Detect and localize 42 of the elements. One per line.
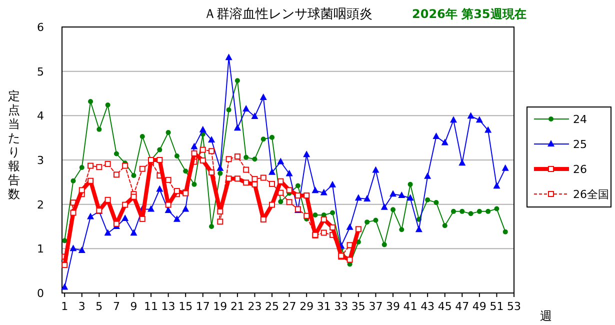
x-tick-label: 21	[230, 300, 244, 313]
x-tick-label: 11	[144, 300, 158, 313]
legend-label: 24	[573, 113, 587, 126]
x-tick-label: 33	[334, 300, 348, 313]
x-tick-label: 25	[265, 300, 280, 313]
legend-label: 25	[573, 138, 587, 151]
x-tick-label: 7	[112, 300, 120, 313]
legend-label: 26全国	[573, 188, 609, 201]
y-axis-title: 定点当たり報告数	[8, 89, 20, 201]
y-tick-label: 5	[37, 65, 44, 78]
x-tick-label: 31	[316, 300, 331, 313]
y-tick-label: 6	[37, 21, 44, 34]
x-tick-label: 13	[161, 300, 176, 313]
x-tick-label: 49	[472, 300, 486, 313]
x-tick-label: 5	[96, 300, 103, 313]
x-axis-title: 週	[540, 309, 552, 323]
x-tick-label: 23	[248, 300, 262, 313]
x-tick-label: 15	[178, 300, 193, 313]
y-tick-label: 3	[37, 154, 44, 167]
x-tick-label: 37	[368, 300, 383, 313]
y-tick-label: 1	[37, 242, 44, 256]
x-tick-label: 27	[282, 300, 296, 313]
chart-title: Ａ群溶血性レンサ球菌咽頭炎	[204, 6, 372, 22]
x-tick-label: 29	[300, 300, 314, 313]
x-tick-label: 39	[386, 300, 400, 313]
x-tick-label: 17	[196, 300, 210, 313]
chart-subtitle: 2026年 第35週現在	[412, 7, 526, 21]
x-tick-label: 51	[490, 300, 504, 313]
x-tick-label: 45	[438, 300, 452, 313]
x-tick-label: 19	[213, 300, 228, 313]
y-tick-label: 4	[37, 110, 44, 123]
x-tick-label: 43	[420, 300, 435, 313]
x-tick-label: 1	[61, 300, 68, 313]
legend-label: 26	[573, 163, 587, 176]
x-tick-label: 41	[403, 300, 418, 313]
x-tick-label: 9	[130, 300, 138, 313]
y-tick-label: 0	[37, 287, 44, 300]
x-tick-label: 3	[78, 300, 86, 313]
y-tick-label: 2	[37, 198, 44, 212]
x-tick-label: 47	[455, 300, 470, 313]
x-tick-label: 35	[351, 300, 366, 313]
x-tick-label: 53	[507, 300, 521, 313]
